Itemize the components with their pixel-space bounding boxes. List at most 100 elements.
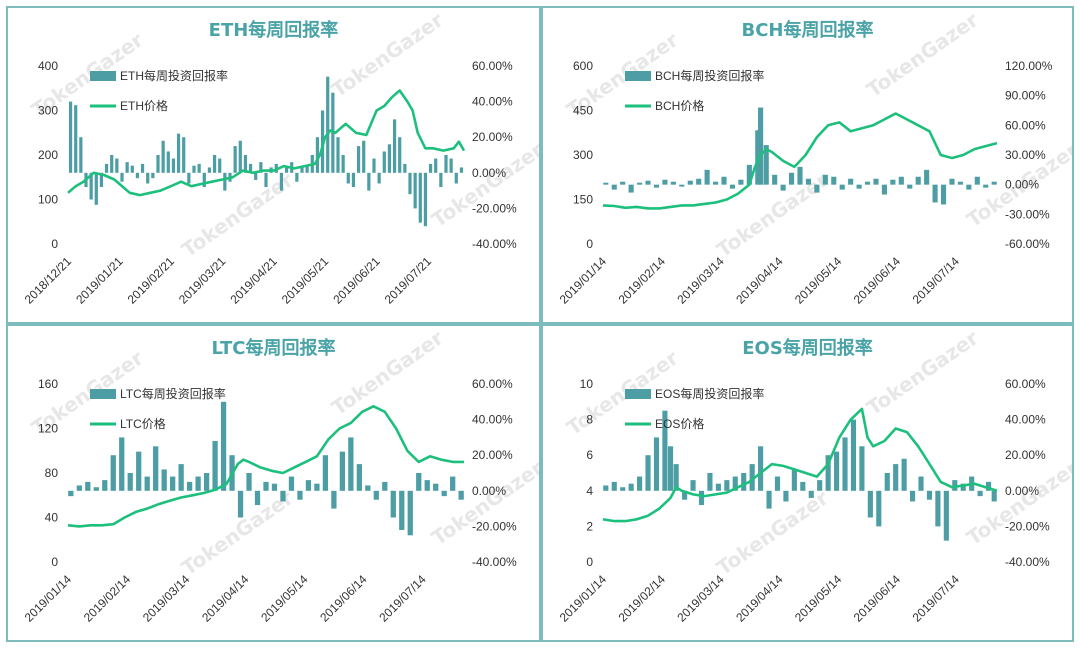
return-bar bbox=[673, 464, 679, 491]
return-bar bbox=[130, 165, 134, 173]
y-left-tick-label: 100 bbox=[38, 193, 58, 207]
return-bar bbox=[284, 165, 289, 173]
return-bar bbox=[365, 485, 371, 491]
y-left-tick-label: 160 bbox=[38, 377, 58, 391]
return-bar bbox=[212, 440, 218, 491]
return-bar bbox=[611, 184, 617, 190]
return-bar bbox=[125, 162, 129, 173]
return-bar bbox=[628, 483, 634, 491]
return-bar bbox=[774, 476, 781, 491]
return-bar bbox=[424, 480, 430, 491]
return-bar bbox=[910, 490, 916, 502]
return-bar bbox=[907, 184, 913, 189]
return-bar bbox=[698, 490, 705, 506]
return-bar bbox=[814, 184, 820, 193]
return-bar bbox=[237, 490, 244, 518]
legend-label: BCH每周投资回报率 bbox=[655, 68, 764, 83]
x-tick-label: 2019/07/14 bbox=[376, 572, 429, 625]
y-right-tick-label: 0.00% bbox=[472, 484, 506, 498]
watermark: TokenGazer bbox=[712, 486, 833, 580]
return-bar bbox=[254, 172, 258, 180]
return-bar bbox=[741, 473, 747, 491]
x-tick-label: 2019/04/14 bbox=[733, 572, 786, 625]
y-left-tick-label: 0 bbox=[51, 555, 58, 569]
return-bar bbox=[439, 172, 443, 188]
y-left-tick-label: 8 bbox=[586, 413, 593, 427]
return-bar bbox=[780, 184, 786, 191]
return-bar bbox=[755, 130, 761, 185]
x-tick-label: 2019/02/14 bbox=[81, 572, 134, 625]
return-bar bbox=[93, 487, 99, 491]
legend-bar-swatch bbox=[625, 71, 651, 81]
return-bar bbox=[156, 155, 160, 173]
return-bar bbox=[924, 169, 930, 185]
return-bar bbox=[645, 180, 651, 185]
return-bar bbox=[679, 184, 685, 187]
watermark: TokenGazer bbox=[427, 456, 539, 550]
return-bar bbox=[297, 490, 303, 500]
y-right-tick-label: 40.00% bbox=[472, 95, 513, 109]
return-bar bbox=[428, 163, 433, 173]
legend-label: BCH价格 bbox=[655, 98, 704, 113]
return-bar bbox=[120, 172, 124, 182]
return-bar bbox=[766, 490, 772, 509]
return-bar bbox=[876, 490, 882, 527]
return-bar bbox=[935, 490, 941, 527]
y-left-tick-label: 300 bbox=[38, 104, 58, 118]
return-bar bbox=[202, 172, 206, 188]
return-bar bbox=[223, 172, 227, 191]
y-right-tick-label: 0.00% bbox=[1005, 484, 1039, 498]
return-bar bbox=[110, 155, 114, 173]
return-bar bbox=[957, 181, 963, 185]
return-bar bbox=[893, 464, 899, 491]
return-bar bbox=[850, 419, 857, 491]
y-right-tick-label: -60.00% bbox=[1005, 237, 1050, 251]
return-bar bbox=[85, 481, 91, 491]
return-bar bbox=[637, 476, 643, 491]
watermark: TokenGazer bbox=[862, 8, 983, 102]
return-bar bbox=[387, 144, 392, 173]
return-bar bbox=[918, 476, 924, 491]
return-bar bbox=[280, 490, 286, 502]
return-bar bbox=[314, 483, 320, 491]
return-bar bbox=[662, 179, 668, 185]
return-bar bbox=[144, 476, 150, 491]
return-bar bbox=[696, 178, 702, 185]
return-bar bbox=[434, 158, 438, 173]
return-bar bbox=[271, 483, 278, 491]
x-tick-label: 2019/05/21 bbox=[279, 254, 332, 307]
return-bar bbox=[952, 480, 958, 491]
return-bar bbox=[356, 146, 361, 173]
price-line bbox=[67, 405, 464, 528]
y-right-tick-label: 90.00% bbox=[1005, 89, 1046, 103]
return-bar bbox=[418, 172, 422, 223]
y-left-tick-label: 120 bbox=[38, 422, 58, 436]
x-tick-label: 2019/02/21 bbox=[125, 254, 178, 307]
return-bar bbox=[791, 469, 797, 491]
y-right-tick-label: 0.00% bbox=[472, 166, 506, 180]
return-bar bbox=[449, 158, 453, 173]
return-bar bbox=[620, 487, 626, 491]
return-bar bbox=[842, 437, 848, 491]
return-bar bbox=[721, 176, 727, 185]
y-right-tick-label: -30.00% bbox=[1005, 207, 1050, 221]
chart-title: LTC每周回报率 bbox=[212, 337, 336, 359]
y-left-tick-label: 450 bbox=[573, 104, 593, 118]
legend-label: ETH价格 bbox=[120, 98, 168, 113]
x-tick-label: 2019/03/14 bbox=[674, 254, 727, 307]
x-tick-label: 2019/01/21 bbox=[73, 254, 126, 307]
x-tick-label: 2019/07/14 bbox=[910, 572, 963, 625]
return-bar bbox=[831, 176, 837, 185]
return-bar bbox=[390, 490, 396, 518]
y-right-tick-label: 20.00% bbox=[472, 130, 513, 144]
y-right-tick-label: 40.00% bbox=[472, 413, 513, 427]
return-bar bbox=[305, 480, 312, 491]
return-bar bbox=[326, 76, 330, 173]
x-tick-label: 2019/04/14 bbox=[199, 572, 252, 625]
return-bar bbox=[611, 481, 617, 491]
return-bar bbox=[628, 184, 634, 193]
return-bar bbox=[746, 164, 752, 185]
y-right-tick-label: 60.00% bbox=[472, 59, 513, 73]
watermark: TokenGazer bbox=[327, 8, 448, 102]
return-bar bbox=[166, 151, 170, 173]
